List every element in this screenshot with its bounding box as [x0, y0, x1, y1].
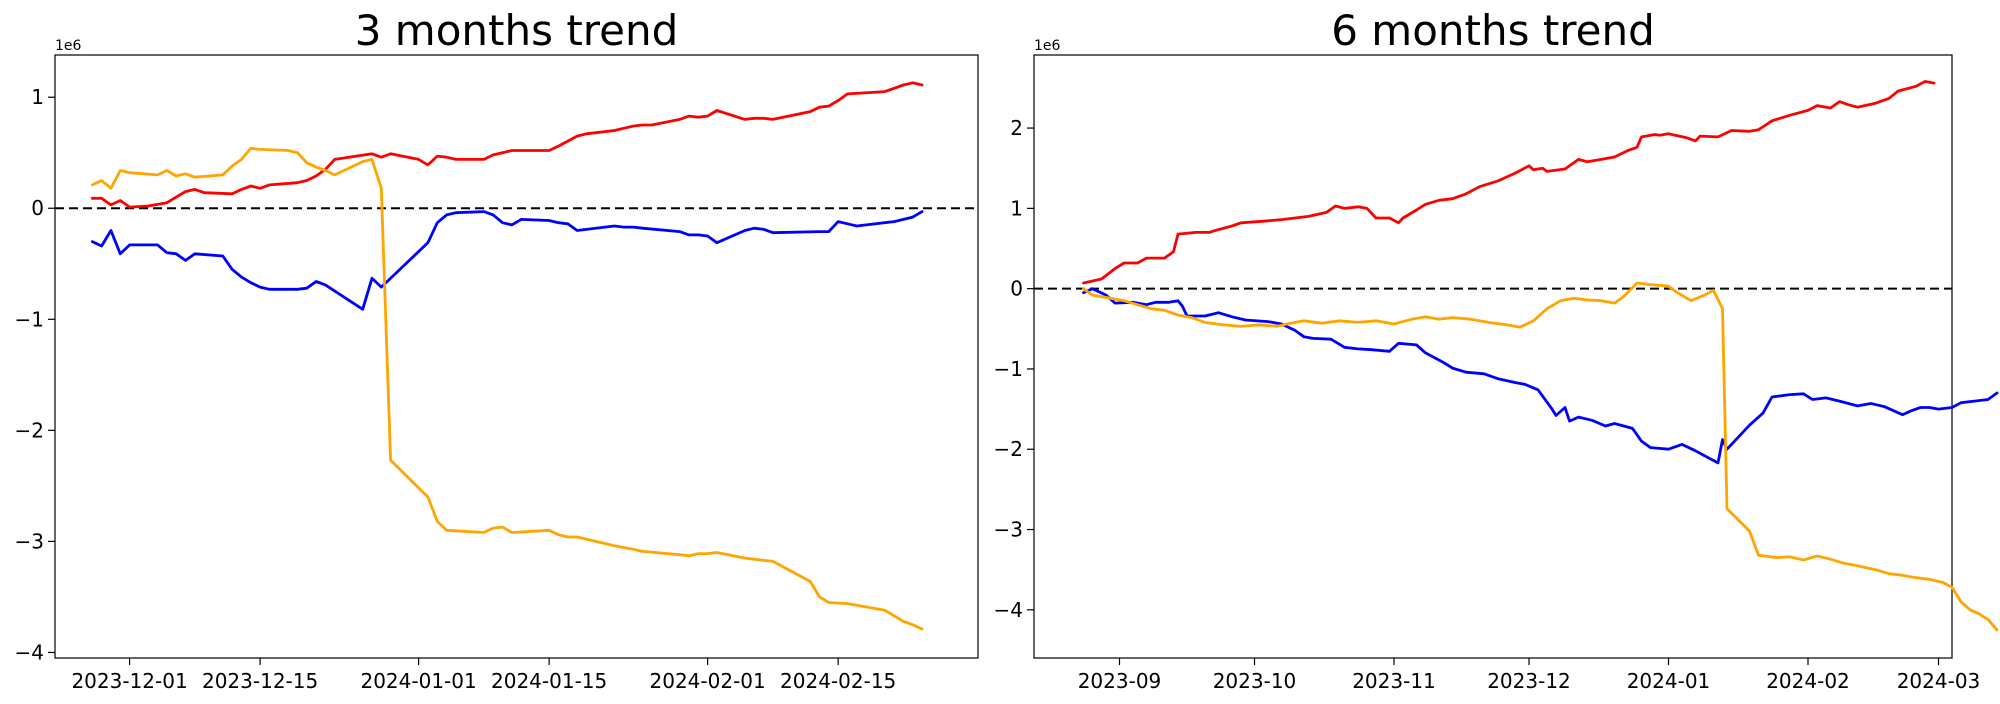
plot-frame: [1033, 54, 1953, 659]
x-tick-label: 2024-03: [1897, 669, 1981, 693]
y-tick-label: −1: [15, 307, 44, 331]
y-tick-label: −3: [15, 529, 44, 553]
plot-frame: [54, 54, 979, 659]
x-tick-label: 2023-10: [1213, 669, 1297, 693]
y-tick-label: −2: [15, 418, 44, 442]
x-tick-label: 2024-02: [1766, 669, 1850, 693]
x-tick-label: 2023-12-15: [202, 669, 318, 693]
x-tick-label: 2024-01: [1627, 669, 1711, 693]
series-line-2: [90, 210, 924, 311]
y-offset-label: 1e6: [1034, 38, 1061, 54]
x-tick-label: 2024-01-01: [360, 669, 476, 693]
y-tick-label: 2: [1010, 116, 1023, 140]
x-tick-label: 2023-12: [1487, 669, 1571, 693]
x-tick-label: 2024-02-01: [650, 669, 766, 693]
series-line-3: [1082, 281, 1999, 632]
y-tick-label: 0: [31, 196, 44, 220]
y-tick-label: −3: [994, 518, 1023, 542]
x-tick-label: 2023-11: [1352, 669, 1436, 693]
x-tick-label: 2023-09: [1078, 669, 1162, 693]
chart-title: 3 months trend: [355, 6, 679, 55]
y-tick-label: −4: [994, 598, 1023, 622]
x-tick-label: 2023-12-01: [71, 669, 187, 693]
y-tick-label: −2: [994, 437, 1023, 461]
series-line-1: [1082, 80, 1936, 285]
y-tick-label: 1: [1010, 196, 1023, 220]
series-line-2: [1082, 287, 1999, 465]
y-tick-label: 0: [1010, 277, 1023, 301]
series-line-3: [90, 146, 924, 631]
panel-3-months: 3 months trend 1e6 1 0 −1 −2 −3 −4 2023-12-01 2…: [15, 6, 979, 693]
panel-6-months: 6 months trend 1e6 2 1 0 −1 −2 −3 −4 2023-09 202…: [994, 6, 1999, 693]
y-tick-label: −4: [15, 640, 44, 664]
y-offset-label: 1e6: [55, 38, 82, 54]
chart-title: 6 months trend: [1331, 6, 1655, 55]
x-tick-label: 2024-01-15: [491, 669, 607, 693]
y-tick-label: 1: [31, 85, 44, 109]
series-line-1: [90, 81, 924, 209]
x-tick-label: 2024-02-15: [780, 669, 896, 693]
y-tick-label: −1: [994, 357, 1023, 381]
